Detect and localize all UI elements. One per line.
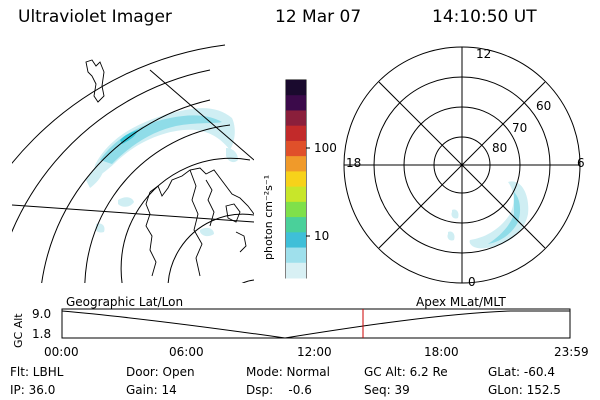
mlt-label-18: 18 bbox=[346, 156, 362, 170]
colorbar-cell bbox=[286, 186, 306, 203]
colorbar-cell bbox=[286, 217, 306, 233]
mlt-label-0: 0 bbox=[468, 275, 476, 289]
colorbar-cell bbox=[286, 201, 306, 218]
colorbar-tick-100: 100 bbox=[314, 141, 337, 155]
time-label: 14:10:50 UT bbox=[432, 7, 537, 27]
mlt-label-12: 12 bbox=[476, 47, 492, 61]
colorbar-tick-10: 10 bbox=[314, 229, 330, 243]
timeline-y-tick-low: 1.8 bbox=[32, 327, 52, 341]
colorbar-unit-label: photon cm⁻²s⁻¹ bbox=[262, 174, 275, 260]
colorbar-cell bbox=[286, 140, 306, 157]
status-gain: Gain: 14 bbox=[126, 383, 177, 397]
colorbar-cell bbox=[286, 247, 306, 264]
status-dsp: Dsp: -0.6 bbox=[246, 383, 312, 397]
date-label: 12 Mar 07 bbox=[275, 7, 362, 27]
timeline-y-label: GC Alt bbox=[12, 313, 25, 348]
timeline-right-label: Apex MLat/MLT bbox=[416, 295, 506, 309]
colorbar-cell bbox=[286, 156, 306, 172]
colorbar-cell bbox=[286, 232, 306, 249]
timeline-x-tick: 12:00 bbox=[297, 345, 332, 359]
timeline-left-label: Geographic Lat/Lon bbox=[66, 295, 184, 309]
status-mode: Mode: Normal bbox=[246, 365, 330, 379]
colorbar-cell bbox=[286, 95, 306, 111]
timeline-x-tick: 18:00 bbox=[424, 345, 459, 359]
colorbar-cell bbox=[286, 262, 306, 279]
lat-label-60: 60 bbox=[536, 99, 552, 113]
colorbar bbox=[285, 79, 310, 279]
status-glat: GLat: -60.4 bbox=[488, 365, 555, 379]
aurora-emission-map bbox=[86, 108, 238, 237]
status-filter: Flt: LBHL bbox=[10, 365, 64, 379]
timeline-y-tick-high: 9.0 bbox=[32, 307, 52, 321]
app-title: Ultraviolet Imager bbox=[18, 7, 172, 27]
colorbar-cell bbox=[286, 171, 306, 188]
polar-plot bbox=[343, 46, 581, 284]
status-gc-alt: GC Alt: 6.2 Re bbox=[364, 365, 448, 379]
status-door: Door: Open bbox=[126, 365, 195, 379]
timeline-x-tick: 06:00 bbox=[169, 345, 204, 359]
colorbar-cell bbox=[286, 125, 306, 142]
colorbar-cell bbox=[286, 110, 306, 127]
colorbar-cell bbox=[286, 80, 306, 96]
timeline-x-tick: 23:59 bbox=[554, 345, 589, 359]
lat-label-80: 80 bbox=[492, 141, 508, 155]
geographic-map bbox=[12, 44, 254, 283]
lat-label-70: 70 bbox=[512, 121, 528, 135]
timeline-plot bbox=[61, 308, 571, 339]
status-ip: IP: 36.0 bbox=[10, 383, 56, 397]
timeline-x-tick: 00:00 bbox=[44, 345, 79, 359]
status-glon: GLon: 152.5 bbox=[488, 383, 561, 397]
mlt-label-6: 6 bbox=[577, 156, 585, 170]
latitude-grid bbox=[12, 44, 254, 283]
aurora-emission-polar bbox=[447, 181, 529, 249]
status-seq: Seq: 39 bbox=[364, 383, 410, 397]
coastline bbox=[85, 59, 254, 277]
